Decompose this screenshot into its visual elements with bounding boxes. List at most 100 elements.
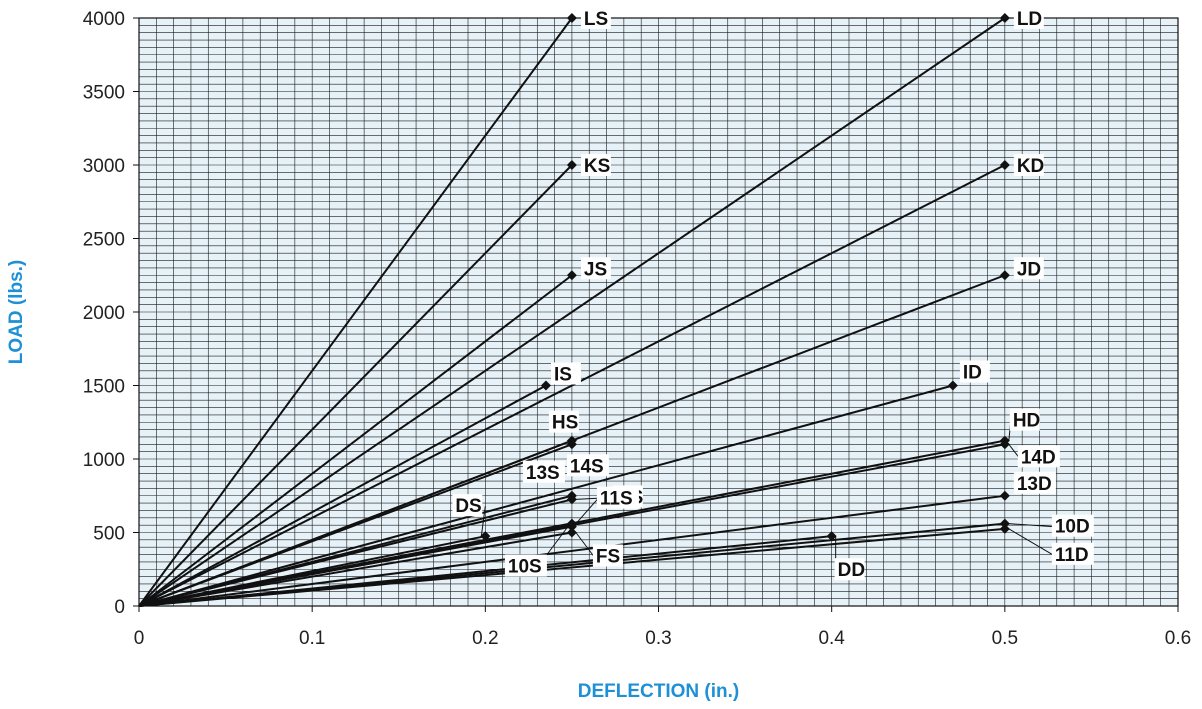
series-label-bg: [1017, 445, 1060, 468]
series-line-ls: [138, 17, 573, 607]
series-label-jd: JD: [1017, 259, 1041, 280]
series-label-leader: [1008, 523, 1053, 528]
series-labels: LSLDKSKDJSJDISIDHSHD14S14D13S13DGSDS11S1…: [452, 7, 1094, 581]
series-label-bg: [522, 460, 565, 483]
series-label-14d: 14D: [1021, 447, 1056, 468]
grid: [138, 17, 1179, 607]
y-tick-label: 2500: [83, 230, 125, 251]
series-label-bg: [566, 454, 609, 477]
x-tick-label: 0.2: [472, 628, 498, 649]
series-marker-id: [947, 380, 958, 391]
series-label-hs: HS: [552, 413, 578, 434]
series-label-11d: 11D: [1055, 545, 1089, 566]
series-line-13d: [138, 494, 1005, 607]
series-label-11s: 11S: [600, 489, 633, 510]
series-marker-fs: [566, 527, 577, 538]
series-label-leader: [1008, 443, 1020, 458]
y-tick-label: 3000: [83, 156, 125, 177]
y-tick-label: 4000: [83, 9, 125, 30]
y-tick-label: 1500: [83, 377, 125, 398]
series-label-bg: [548, 410, 579, 433]
series-lines: [138, 13, 1010, 607]
series-label-bg: [596, 486, 639, 509]
x-tick-label: 0.1: [299, 628, 325, 649]
series-marker-js: [566, 270, 577, 281]
series-marker-kd: [999, 160, 1010, 170]
series-label-leader: [480, 506, 486, 537]
series-label-ls: LS: [584, 9, 608, 30]
series-line-gs: [138, 498, 573, 607]
series-marker-gs: [566, 494, 577, 505]
series-label-bg: [452, 494, 483, 517]
series-line-id: [138, 384, 954, 607]
series-label-bg: [504, 554, 547, 577]
series-label-bg: [1013, 257, 1044, 280]
series-marker-11d: [999, 523, 1010, 534]
series-label-ds: DS: [455, 496, 481, 517]
series-label-is: IS: [554, 365, 572, 386]
y-tick-label: 1000: [83, 450, 125, 471]
series-label-dd: DD: [838, 560, 865, 581]
series-line-14s: [138, 443, 573, 607]
series-line-dd: [138, 535, 832, 607]
series-marker-jd: [999, 270, 1010, 281]
y-tick-label: 0: [114, 597, 125, 618]
series-line-js: [138, 274, 573, 607]
series-label-13s: 13S: [526, 463, 560, 484]
series-label-ld: LD: [1017, 9, 1042, 30]
series-line-kd: [138, 164, 1006, 607]
series-marker-10d: [999, 518, 1010, 529]
series-label-fs: FS: [596, 547, 620, 568]
x-tick-label: 0.3: [645, 628, 671, 649]
series-line-ks: [138, 164, 573, 607]
series-line-ld: [138, 17, 1006, 607]
series-label-14s: 14S: [570, 456, 604, 477]
series-label-leader: [575, 532, 595, 557]
series-label-bg: [1009, 408, 1040, 431]
series-label-bg: [550, 362, 581, 385]
series-line-is: [138, 384, 547, 607]
x-tick-label: 0.5: [992, 628, 1018, 649]
x-tick-label: 0.4: [818, 628, 845, 649]
y-axis-title: LOAD (lbs.): [6, 260, 27, 365]
series-label-bg: [580, 154, 611, 176]
series-label-bg: [592, 544, 623, 567]
series-label-bg: [1013, 154, 1044, 176]
series-label-js: JS: [584, 259, 607, 280]
series-marker-ld: [999, 13, 1010, 23]
y-tick-label: 500: [93, 524, 125, 545]
series-marker-ks: [566, 160, 577, 170]
series-line-11d: [138, 527, 1005, 607]
series-label-id: ID: [963, 363, 982, 384]
series-label-ks: KS: [584, 156, 610, 177]
series-line-fs: [138, 531, 573, 607]
y-tick-label: 3500: [83, 83, 125, 104]
series-label-bg: [580, 257, 611, 280]
series-marker-13d: [999, 490, 1010, 501]
x-axis-title: DEFLECTION (in.): [578, 681, 739, 702]
x-tick-label: 0.6: [1165, 628, 1191, 649]
series-marker-is: [540, 380, 551, 391]
series-marker-14s: [566, 439, 577, 450]
series-label-bg: [959, 360, 990, 383]
x-tick-label: 0: [134, 628, 145, 649]
series-marker-14d: [999, 439, 1010, 450]
series-label-13d: 13D: [1017, 474, 1052, 495]
axes: 0 0.1 0.2 0.3 0.4 0.5 0.6 0 500 1000 1500 2000 2500 3…: [83, 9, 1191, 649]
y-tick-label: 2000: [83, 303, 125, 324]
series-label-10s: 10S: [508, 557, 542, 578]
series-label-10d: 10D: [1055, 517, 1090, 538]
series-marker-ls: [566, 13, 577, 23]
series-label-bg: [1013, 7, 1044, 29]
series-label-kd: KD: [1017, 156, 1044, 177]
series-label-bg: [834, 558, 865, 581]
series-marker-dd: [826, 531, 837, 542]
series-label-bg: [1051, 542, 1094, 565]
series-label-bg: [1051, 514, 1094, 537]
series-label-leader: [575, 498, 599, 525]
series-label-bg: [1013, 471, 1056, 494]
series-label-leader: [1008, 528, 1054, 556]
series-marker-10s: [566, 521, 577, 532]
series-label-hd: HD: [1013, 411, 1040, 432]
